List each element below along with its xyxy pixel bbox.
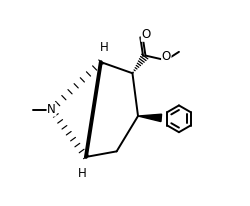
Polygon shape <box>138 114 162 122</box>
Text: N: N <box>47 103 56 116</box>
Text: O: O <box>142 28 151 41</box>
Text: H: H <box>100 41 109 54</box>
Text: O: O <box>162 50 171 63</box>
Text: H: H <box>78 167 86 180</box>
